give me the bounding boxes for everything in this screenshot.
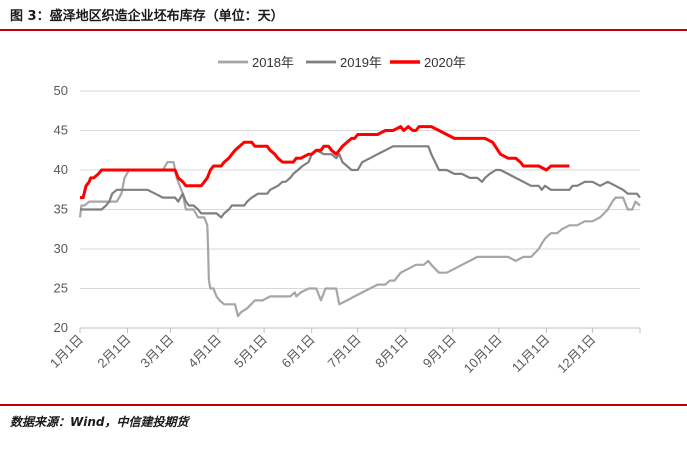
x-tick-label: 7月1日 (325, 332, 364, 371)
series-line-2018 (78, 161, 641, 318)
x-tick-label: 6月1日 (279, 332, 318, 371)
x-tick-label: 3月1日 (137, 332, 176, 371)
x-tick-label: 12月1日 (554, 332, 598, 376)
y-tick-label: 25 (54, 281, 68, 296)
title-row: 图 3：盛泽地区织造企业坯布库存（单位：天） (0, 0, 687, 30)
x-tick-label: 2月1日 (94, 332, 133, 371)
y-tick-label: 30 (54, 241, 68, 256)
legend-label-2020: 2020年 (424, 55, 466, 70)
axes: 20 25 30 35 40 45 50 1月1日 2月1日 3月1日 4月1日 5月1日 6月1日 7月… (47, 83, 641, 376)
y-tick-label: 50 (54, 83, 68, 98)
x-tick-label: 10月1日 (461, 332, 505, 376)
y-tick-label: 35 (54, 202, 68, 217)
bottom-rule (0, 404, 687, 406)
x-tick-label: 11月1日 (509, 332, 553, 376)
figure-title: 图 3：盛泽地区织造企业坯布库存（单位：天） (10, 9, 284, 24)
legend: 2018年 2019年 2020年 (218, 55, 466, 70)
y-tick-label: 20 (54, 320, 68, 335)
source-note: 数据来源：Wind，中信建投期货 (10, 415, 189, 429)
y-tick-label: 40 (54, 162, 68, 177)
x-tick-label: 8月1日 (372, 332, 411, 371)
x-tick-label: 4月1日 (185, 332, 224, 371)
x-tick-label: 9月1日 (420, 332, 459, 371)
legend-label-2019: 2019年 (340, 55, 382, 70)
x-tick-label: 1月1日 (47, 332, 86, 371)
series-line-2019 (80, 145, 641, 219)
y-tick-label: 45 (54, 123, 68, 138)
title-rule (0, 29, 687, 31)
series-line-2020 (80, 125, 570, 200)
legend-label-2018: 2018年 (252, 55, 294, 70)
x-tick-label: 5月1日 (231, 332, 270, 371)
series-lines (78, 125, 641, 318)
